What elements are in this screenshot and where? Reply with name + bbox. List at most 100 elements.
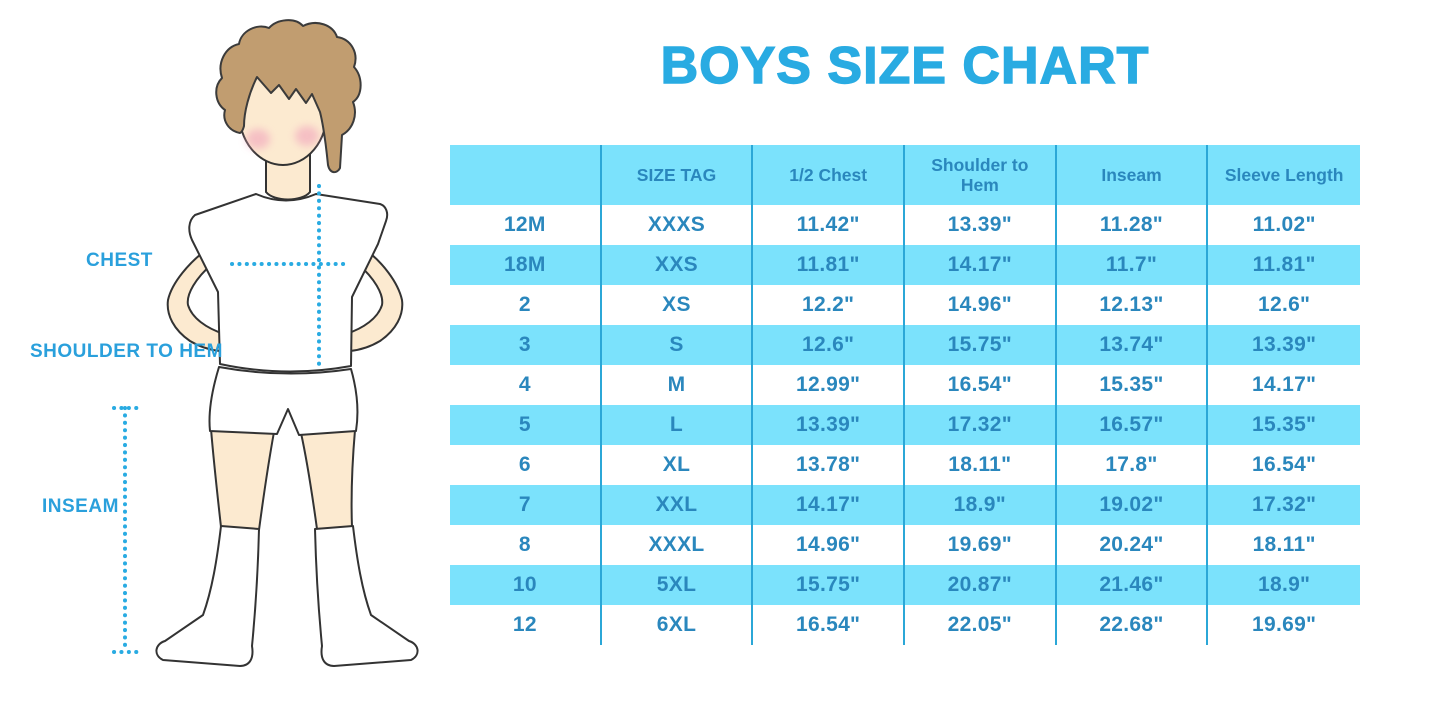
table-row: 4 M 12.99" 16.54" 15.35" 14.17": [450, 365, 1360, 405]
table-cell: 17.32": [1252, 493, 1317, 516]
table-cell: L: [602, 405, 754, 445]
table-cell: 19.69": [1252, 613, 1317, 636]
table-cell: 14.17": [1252, 373, 1317, 396]
table-cell: 15.75": [905, 325, 1057, 365]
table-cell: 12M: [450, 205, 602, 245]
table-cell: 12.2": [753, 285, 905, 325]
table-cell: 20.87": [905, 565, 1057, 605]
left-sock: [155, 525, 260, 667]
table-cell: 12.6": [753, 325, 905, 365]
table-row: 10 5XL 15.75" 20.87" 21.46" 18.9": [450, 565, 1360, 605]
boy-figure-illustration: [112, 19, 419, 667]
inseam-label: INSEAM: [42, 496, 119, 517]
table-cell: 11.42": [753, 205, 905, 245]
table-cell: 20.24": [1057, 525, 1209, 565]
table-cell: XXS: [602, 245, 754, 285]
table-cell: XL: [602, 445, 754, 485]
table-row: 12M XXXS 11.42" 13.39" 11.28" 11.02": [450, 205, 1360, 245]
table-cell: 19.69": [905, 525, 1057, 565]
table-cell: 11.81": [753, 245, 905, 285]
table-cell: 19.02": [1057, 485, 1209, 525]
measurement-diagram: CHEST SHOULDER TO HEM INSEAM: [0, 0, 450, 723]
table-cell: 21.46": [1057, 565, 1209, 605]
table-cell: 18.11": [1252, 533, 1316, 556]
table-cell: 12.13": [1057, 285, 1209, 325]
table-cell: 15.75": [753, 565, 905, 605]
table-cell: S: [602, 325, 754, 365]
hair: [215, 19, 362, 174]
table-cell: XXL: [602, 485, 754, 525]
table-cell: 14.17": [753, 485, 905, 525]
table-cell: 3: [450, 325, 602, 365]
table-cell: 13.39": [753, 405, 905, 445]
table-cell: 10: [450, 565, 602, 605]
left-blush: [246, 129, 270, 149]
table-cell: 13.74": [1057, 325, 1209, 365]
header-cell: Sleeve Length: [1224, 164, 1344, 185]
right-sock: [314, 525, 419, 667]
shorts: [208, 366, 359, 436]
table-cell: 15.35": [1057, 365, 1209, 405]
table-cell: 5XL: [602, 565, 754, 605]
table-cell: 11.28": [1057, 205, 1209, 245]
page-title: BOYS SIZE CHART: [660, 36, 1150, 95]
header-cell: Shoulder to Hem: [905, 145, 1057, 205]
table-cell: 22.68": [1057, 605, 1209, 645]
table-cell: 13.78": [753, 445, 905, 485]
table-cell: 12: [450, 605, 602, 645]
table-cell: M: [602, 365, 754, 405]
table-cell: 12.6": [1257, 293, 1311, 316]
table-row: 5 L 13.39" 17.32" 16.57" 15.35": [450, 405, 1360, 445]
table-cell: XS: [602, 285, 754, 325]
table-cell: 12.99": [753, 365, 905, 405]
table-cell: 16.54": [1252, 453, 1317, 476]
header-cell: Inseam: [1057, 145, 1209, 205]
table-cell: 14.96": [905, 285, 1057, 325]
table-cell: 16.54": [905, 365, 1057, 405]
table-row: 8 XXXL 14.96" 19.69" 20.24" 18.11": [450, 525, 1360, 565]
table-cell: XXXS: [602, 205, 754, 245]
size-table: SIZE TAG 1/2 Chest Shoulder to Hem Inseam Sl…: [450, 145, 1360, 645]
table-cell: 7: [450, 485, 602, 525]
table-row: 6 XL 13.78" 18.11" 17.8" 16.54": [450, 445, 1360, 485]
right-leg: [299, 428, 357, 531]
table-cell: 5: [450, 405, 602, 445]
table-cell: 16.54": [753, 605, 905, 645]
table-cell: 22.05": [905, 605, 1057, 645]
table-row: 2 XS 12.2" 14.96" 12.13" 12.6": [450, 285, 1360, 325]
table-cell: 17.8": [1057, 445, 1209, 485]
table-cell: 18.11": [905, 445, 1057, 485]
table-cell: 6XL: [602, 605, 754, 645]
table-cell: 14.96": [753, 525, 905, 565]
table-row: 18M XXS 11.81" 14.17" 11.7" 11.81": [450, 245, 1360, 285]
table-cell: 18M: [450, 245, 602, 285]
shoulder-to-hem-label: SHOULDER TO HEM: [30, 341, 223, 362]
table-cell: 15.35": [1252, 413, 1317, 436]
header-cell: [450, 145, 602, 205]
table-cell: 8: [450, 525, 602, 565]
table-row: 3 S 12.6" 15.75" 13.74" 13.39": [450, 325, 1360, 365]
table-cell: 11.7": [1057, 245, 1209, 285]
table-cell: 14.17": [905, 245, 1057, 285]
right-blush: [295, 126, 319, 146]
left-leg: [209, 427, 276, 532]
table-row: 12 6XL 16.54" 22.05" 22.68" 19.69": [450, 605, 1360, 645]
table-cell: 18.9": [905, 485, 1057, 525]
t-shirt: [188, 193, 389, 373]
left-arm: [166, 249, 225, 352]
table-cell: 11.81": [1252, 253, 1316, 276]
table-cell: 11.02": [1252, 213, 1316, 236]
chest-label: CHEST: [86, 250, 153, 271]
table-cell: 18.9": [1257, 573, 1311, 596]
header-cell: SIZE TAG: [602, 145, 754, 205]
table-cell: 2: [450, 285, 602, 325]
table-cell: XXXL: [602, 525, 754, 565]
table-cell: 13.39": [1252, 333, 1317, 356]
right-arm: [345, 249, 404, 352]
header-cell: 1/2 Chest: [753, 145, 905, 205]
measurement-dotted-lines: [112, 184, 347, 654]
table-cell: 17.32": [905, 405, 1057, 445]
table-cell: 6: [450, 445, 602, 485]
table-cell: 4: [450, 365, 602, 405]
